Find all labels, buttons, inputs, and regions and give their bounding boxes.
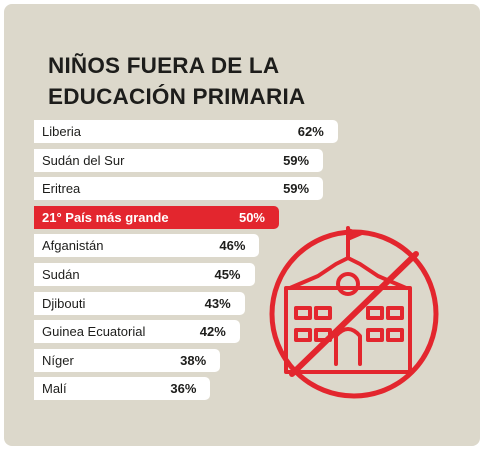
bar-4: Afganistán 46% [34,234,260,258]
title-line-1: NIÑOS FUERA DE LA [48,53,280,78]
bar-value: 42% [199,324,226,340]
bar-label: Liberia [42,124,82,139]
bar-label: Djibouti [42,295,86,311]
bar-1: Sudán del Sur 59% [34,148,324,172]
no-school-icon [269,226,439,399]
bar-6: Djibouti 43% [34,291,245,315]
bar-value: 59% [283,152,310,168]
bar-7: Guinea Ecuatorial 42% [34,320,240,344]
infographic-card: NIÑOS FUERA DE LA EDUCACIÓN PRIMARIA Lib… [4,4,480,446]
bar-value: 43% [204,295,231,311]
bar-value: 38% [180,352,207,368]
bar-label: Sudán del Sur [42,152,125,168]
bar-label: Guinea Ecuatorial [42,324,146,340]
title-line-2: EDUCACIÓN PRIMARIA [48,84,306,109]
bar-0: Liberia 62% [34,120,338,143]
bar-label: Sudán [42,267,80,282]
bar-label: Afganistán [42,238,104,254]
bar-3: 21° País más grande 50% [34,205,279,229]
bar-value: 36% [170,381,197,397]
bar-label: 21° País más grande [42,209,169,225]
bar-label: Malí [42,381,67,397]
bar-value: 46% [219,238,246,254]
bar-2: Eritrea 59% [34,177,324,201]
bar-9: Malí 36% [34,377,211,401]
bar-value: 50% [238,209,265,225]
bar-label: Eritrea [42,181,81,197]
bar-value: 45% [214,267,241,282]
chart-title: NIÑOS FUERA DE LA EDUCACIÓN PRIMARIA [48,50,305,112]
bar-8: Níger 38% [34,348,221,372]
bar-list: Liberia 62% Sudán del Sur 59% Eritrea 59% 21° … [4,4,480,446]
bar-5: Sudán 45% [34,263,255,286]
bar-value: 59% [283,181,310,197]
bar-value: 62% [297,124,324,139]
bar-label: Níger [42,352,74,368]
